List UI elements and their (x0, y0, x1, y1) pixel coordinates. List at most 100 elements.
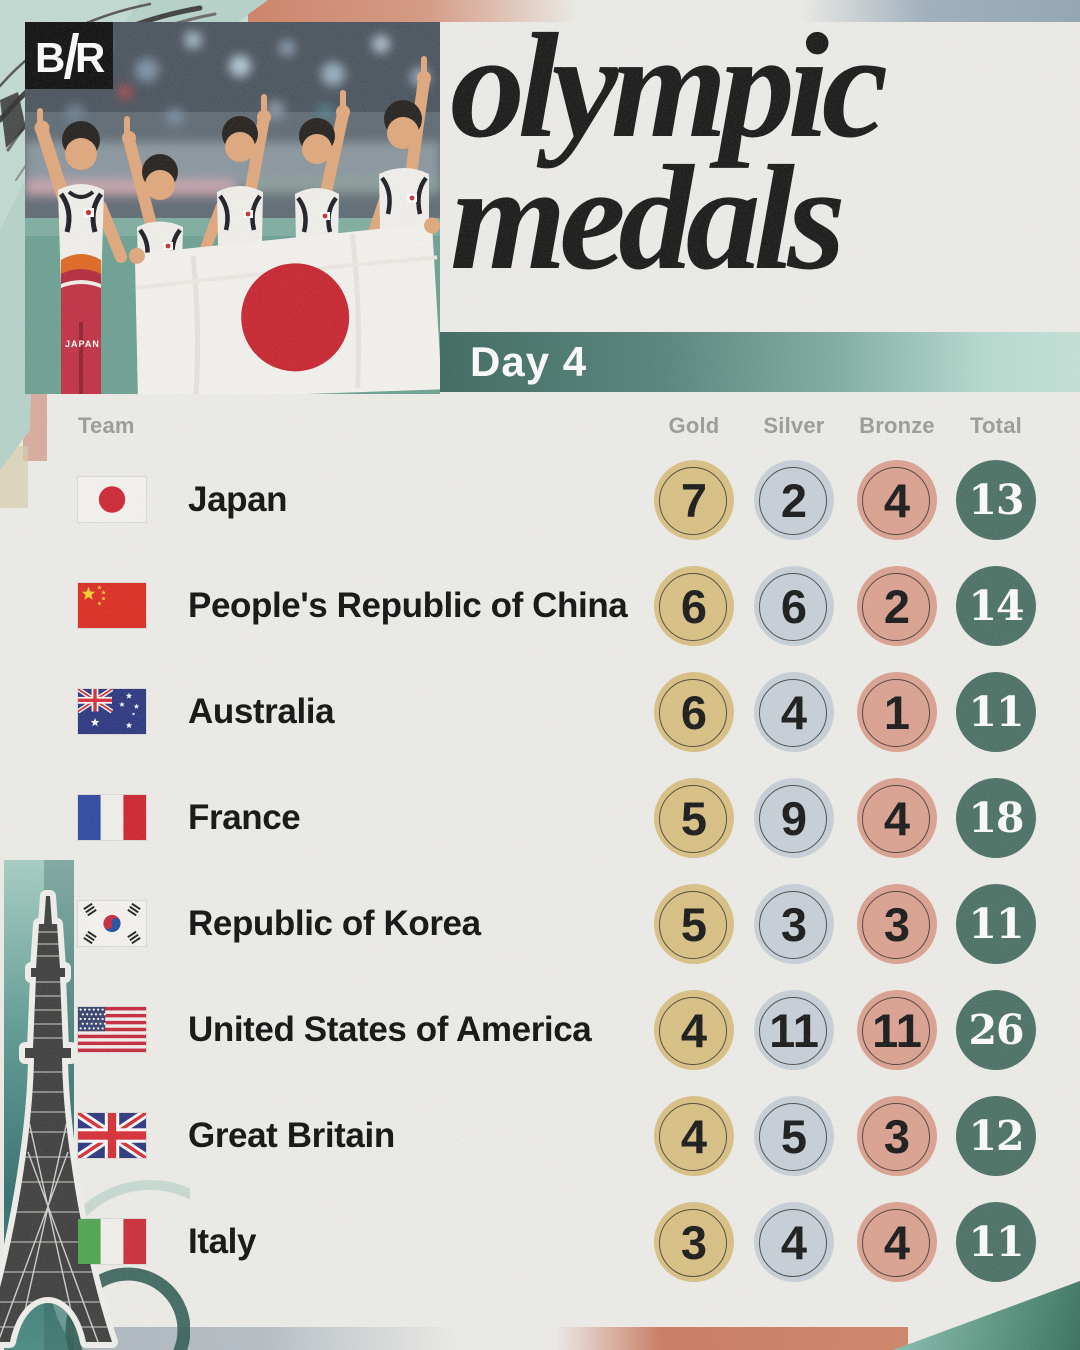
bronze-count: 11 (872, 1003, 922, 1057)
flag-kr-icon (78, 901, 146, 946)
decor-bottom-salmon-strip (556, 1327, 908, 1350)
total-count: 11 (968, 900, 1024, 948)
total-medal: 26 (956, 990, 1036, 1070)
bronze-medal: 1 (857, 672, 937, 752)
total-medal: 18 (956, 778, 1036, 858)
silver-medal: 2 (754, 460, 834, 540)
bronze-medal: 4 (857, 778, 937, 858)
total-count: 12 (968, 1112, 1024, 1160)
table-row: Great Britain 4 5 3 12 (0, 1083, 1080, 1189)
total-count: 13 (968, 476, 1024, 524)
silver-medal: 4 (754, 672, 834, 752)
bronze-medal: 2 (857, 566, 937, 646)
gold-count: 4 (680, 1003, 708, 1057)
br-logo-b: B (35, 34, 65, 81)
team-name: United States of America (188, 1010, 592, 1049)
table-row: Japan 7 2 4 13 (0, 447, 1080, 553)
flag-gb-icon (78, 1113, 146, 1158)
table-row: United States of America 4 11 11 26 (0, 977, 1080, 1083)
silver-medal: 11 (754, 990, 834, 1070)
silver-count: 4 (780, 685, 808, 739)
table-row: People's Republic of China 6 6 2 14 (0, 553, 1080, 659)
bronze-count: 4 (883, 791, 911, 845)
silver-count: 11 (769, 1003, 819, 1057)
flag-au-icon (78, 689, 146, 734)
silver-count: 9 (780, 791, 808, 845)
team-name: Great Britain (188, 1116, 395, 1155)
page-title-line2: medals (450, 135, 846, 301)
total-medal: 11 (956, 1202, 1036, 1282)
bronze-medal: 4 (857, 460, 937, 540)
total-count: 14 (968, 582, 1024, 630)
gold-count: 5 (680, 791, 708, 845)
bronze-count: 3 (883, 1109, 911, 1163)
gold-medal: 6 (654, 566, 734, 646)
bronze-count: 4 (883, 473, 911, 527)
silver-medal: 6 (754, 566, 834, 646)
bronze-medal: 4 (857, 1202, 937, 1282)
bronze-medal: 11 (857, 990, 937, 1070)
gold-count: 6 (680, 685, 708, 739)
page-title: olympic medals (450, 3, 888, 301)
silver-count: 4 (780, 1215, 808, 1269)
table-row: Italy 3 4 4 11 (0, 1189, 1080, 1295)
gold-count: 7 (680, 473, 708, 527)
total-count: 18 (968, 794, 1024, 842)
silver-count: 3 (780, 897, 808, 951)
gold-medal: 5 (654, 884, 734, 964)
flag-jp-icon (78, 477, 146, 522)
gold-medal: 4 (654, 1096, 734, 1176)
silver-count: 2 (780, 473, 808, 527)
total-medal: 13 (956, 460, 1036, 540)
table-row: Republic of Korea 5 3 3 11 (0, 871, 1080, 977)
team-name: Japan (188, 480, 288, 519)
bronze-medal: 3 (857, 1096, 937, 1176)
bronze-count: 2 (883, 579, 911, 633)
bronze-medal: 3 (857, 884, 937, 964)
gold-count: 5 (680, 897, 708, 951)
bronze-count: 4 (883, 1215, 911, 1269)
team-name: Republic of Korea (188, 904, 481, 943)
bronze-count: 1 (883, 685, 911, 739)
total-count: 11 (968, 688, 1024, 736)
column-header-gold: Gold (668, 413, 720, 438)
bronze-count: 3 (883, 897, 911, 951)
total-medal: 12 (956, 1096, 1036, 1176)
br-logo: B R (25, 22, 113, 89)
total-count: 11 (968, 1218, 1024, 1266)
table-row: France 5 9 4 18 (0, 765, 1080, 871)
silver-count: 6 (780, 579, 808, 633)
gold-medal: 4 (654, 990, 734, 1070)
gold-count: 3 (680, 1215, 708, 1269)
flag-cn-icon (78, 583, 146, 628)
team-name: France (188, 798, 301, 837)
day-banner-label: Day 4 (470, 338, 588, 385)
day-banner: Day 4 (440, 332, 1080, 392)
silver-medal: 5 (754, 1096, 834, 1176)
gold-count: 6 (680, 579, 708, 633)
br-logo-r: R (75, 34, 105, 81)
team-name: Italy (188, 1222, 257, 1261)
column-header-total: Total (970, 413, 1022, 438)
flag-it-icon (78, 1219, 146, 1264)
column-header-team: Team (78, 413, 135, 438)
flag-us-icon (78, 1007, 146, 1052)
team-name: Australia (188, 692, 335, 731)
gold-count: 4 (680, 1109, 708, 1163)
gold-medal: 3 (654, 1202, 734, 1282)
total-medal: 11 (956, 884, 1036, 964)
silver-medal: 3 (754, 884, 834, 964)
column-header-silver: Silver (763, 413, 825, 438)
table-row: Australia 6 4 1 11 (0, 659, 1080, 765)
team-name: People's Republic of China (188, 586, 628, 625)
silver-medal: 9 (754, 778, 834, 858)
gold-medal: 7 (654, 460, 734, 540)
silver-medal: 4 (754, 1202, 834, 1282)
page-title-line1: olympic (450, 3, 888, 169)
flag-fr-icon (78, 795, 146, 840)
gold-medal: 6 (654, 672, 734, 752)
jersey-text: JAPAN (65, 339, 100, 349)
column-header-bronze: Bronze (859, 413, 935, 438)
total-count: 26 (968, 1006, 1024, 1054)
